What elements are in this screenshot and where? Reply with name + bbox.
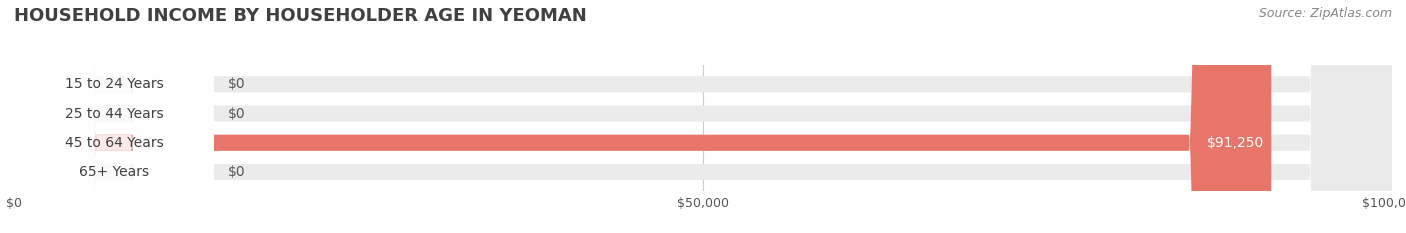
Text: $0: $0 [228, 77, 245, 91]
Text: $0: $0 [228, 165, 245, 179]
Text: $0: $0 [228, 106, 245, 120]
FancyBboxPatch shape [14, 0, 214, 233]
Text: 25 to 44 Years: 25 to 44 Years [65, 106, 163, 120]
FancyBboxPatch shape [14, 0, 1392, 233]
Text: 15 to 24 Years: 15 to 24 Years [65, 77, 163, 91]
FancyBboxPatch shape [14, 0, 1392, 233]
Text: 65+ Years: 65+ Years [79, 165, 149, 179]
FancyBboxPatch shape [14, 0, 214, 233]
FancyBboxPatch shape [14, 0, 1392, 233]
Text: 45 to 64 Years: 45 to 64 Years [65, 136, 163, 150]
FancyBboxPatch shape [14, 0, 1271, 233]
Text: HOUSEHOLD INCOME BY HOUSEHOLDER AGE IN YEOMAN: HOUSEHOLD INCOME BY HOUSEHOLDER AGE IN Y… [14, 7, 586, 25]
Text: Source: ZipAtlas.com: Source: ZipAtlas.com [1258, 7, 1392, 20]
Text: $91,250: $91,250 [1208, 136, 1264, 150]
FancyBboxPatch shape [14, 0, 214, 233]
FancyBboxPatch shape [14, 0, 1392, 233]
FancyBboxPatch shape [14, 0, 214, 233]
